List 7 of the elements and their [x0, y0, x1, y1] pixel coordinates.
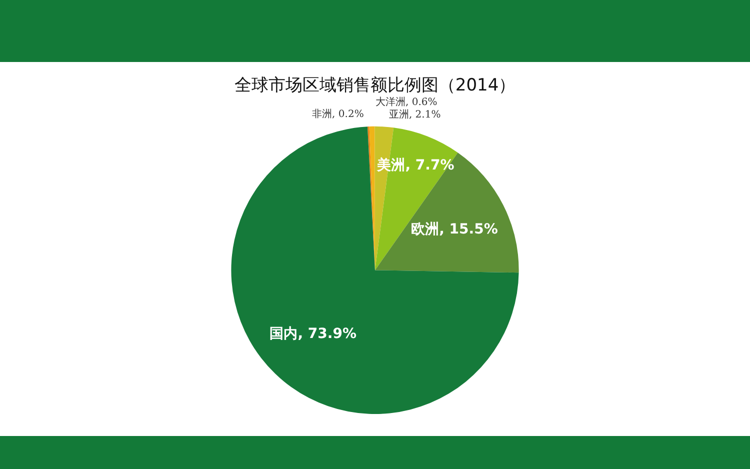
- slice-label: 大洋洲, 0.6%: [375, 96, 438, 108]
- slice-label: 亚洲, 2.1%: [388, 108, 441, 120]
- slice-label: 非洲, 0.2%: [312, 108, 364, 120]
- slice-label: 国内, 73.9%: [270, 326, 356, 342]
- slice-label: 美洲, 7.7%: [376, 156, 454, 174]
- chart-title: 全球市场区域销售额比例图（2014）: [234, 76, 516, 96]
- slice-label: 欧洲, 15.5%: [411, 221, 498, 238]
